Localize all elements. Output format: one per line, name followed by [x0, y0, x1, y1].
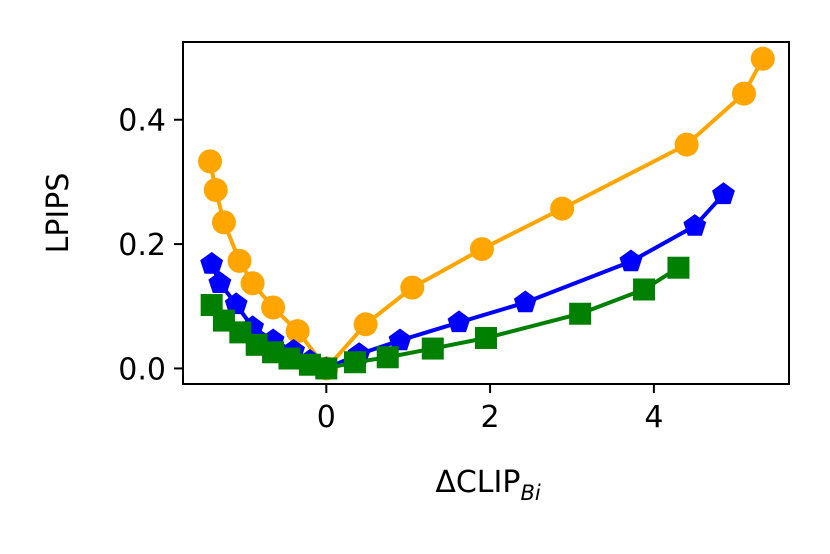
- data-point-square: [315, 357, 338, 380]
- data-point-circle: [550, 196, 575, 221]
- x-axis-label-main: ΔCLIP: [435, 465, 520, 500]
- data-point-circle: [285, 319, 310, 344]
- data-point-circle: [203, 177, 228, 202]
- data-point-circle: [227, 248, 252, 273]
- data-point-circle: [198, 149, 223, 174]
- data-point-pentagon: [513, 290, 537, 313]
- data-point-circle: [400, 275, 425, 300]
- ticks-layer: 0 2 4 0.0 0.2 0.4: [118, 104, 663, 435]
- data-point-pentagon: [447, 310, 471, 333]
- y-tick-label: 0.4: [118, 104, 166, 139]
- data-point-pentagon: [619, 249, 643, 272]
- data-point-pentagon: [388, 328, 412, 351]
- data-point-circle: [674, 132, 699, 157]
- data-point-circle: [240, 271, 265, 296]
- data-point-square: [278, 347, 301, 370]
- data-point-pentagon: [712, 182, 735, 205]
- y-tick-label: 0.0: [118, 352, 166, 387]
- data-point-square: [569, 302, 592, 325]
- data-point-square: [667, 256, 690, 279]
- data-point-pentagon: [200, 252, 224, 274]
- data-point-circle: [469, 237, 494, 262]
- data-point-circle: [731, 81, 756, 106]
- data-point-pentagon: [224, 292, 248, 315]
- x-axis-label: ΔCLIPBi: [435, 465, 541, 505]
- series-layer: [198, 46, 775, 381]
- data-point-square: [376, 346, 399, 369]
- data-point-square: [475, 326, 497, 349]
- x-tick-label: 0: [317, 400, 336, 435]
- data-point-pentagon: [683, 214, 707, 236]
- y-tick-label: 0.2: [118, 228, 166, 263]
- data-point-circle: [353, 312, 378, 337]
- x-tick-label: 4: [644, 400, 663, 435]
- data-point-pentagon: [208, 271, 232, 293]
- data-point-circle: [211, 210, 236, 235]
- data-point-square: [343, 351, 366, 374]
- data-point-square: [633, 278, 656, 301]
- plot-frame: [182, 41, 790, 385]
- y-axis-label: LPIPS: [41, 173, 76, 254]
- data-point-circle: [261, 295, 286, 320]
- data-point-square: [421, 337, 444, 360]
- x-tick-label: 2: [481, 400, 500, 435]
- data-point-circle: [750, 46, 775, 71]
- x-axis-label-subscript: Bi: [520, 481, 540, 505]
